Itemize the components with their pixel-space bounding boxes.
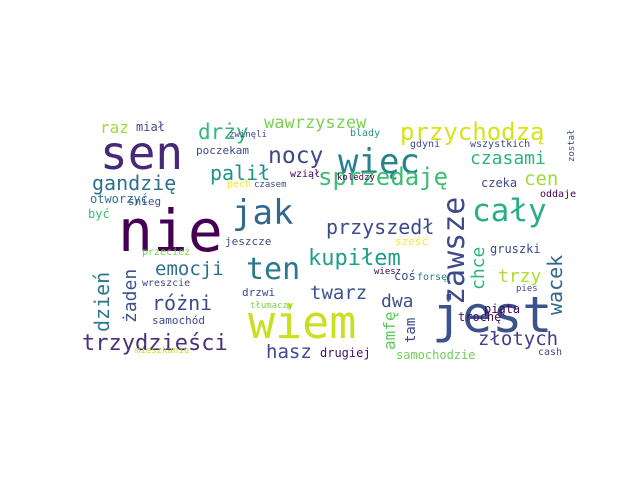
word-cloud-word: został [567,129,577,162]
word-cloud-word: trochę [458,310,502,324]
word-cloud-word: gruszki [490,242,541,256]
word-cloud-word: wacek [543,254,567,315]
word-cloud-word: pies [516,284,538,294]
word-cloud-word: trzydzieści [82,331,228,356]
word-cloud-word: twarz [310,282,368,304]
word-cloud-word: wziął [290,169,321,180]
word-cloud-word: pech [227,179,252,190]
word-cloud-word: chce [468,246,489,290]
word-cloud-word: przychodzą [400,118,545,146]
word-cloud-word: przyszedł [326,215,435,239]
word-cloud-word: wreszcie [142,278,191,289]
word-cloud-word: oddaje [540,189,577,200]
word-cloud-word: wszystkich [470,139,531,150]
word-cloud-word: być [88,207,110,221]
word-cloud-word: ten [246,252,301,287]
word-cloud-word: gdyni [410,139,441,150]
word-cloud-word: poczekam [196,144,249,157]
word-cloud-word: tłumaczy [250,301,294,311]
word-cloud-word: emocji [155,258,224,280]
word-cloud-word: piąta [484,302,521,316]
word-cloud-word: cash [538,347,563,358]
word-cloud-word: sen [100,126,184,180]
word-cloud-word: czasem [254,180,287,190]
word-cloud-word: drzwi [242,286,276,299]
word-cloud-word: drży [198,120,249,144]
word-cloud-word: forsę [417,272,448,283]
word-cloud-word: palił [210,161,271,185]
word-cloud-word: czasami [470,148,546,169]
word-cloud-word: złotych [478,328,559,350]
word-cloud-word: jest [432,286,553,344]
word-cloud-word: miał [136,120,165,134]
word-cloud-word: nocy [268,143,324,169]
word-cloud-word: tam [403,317,419,343]
word-cloud-word: amfę [380,311,399,350]
word-cloud-word: sześć [395,235,429,248]
word-cloud-word: czeka [481,176,518,190]
word-cloud-word: zawsze [437,196,472,305]
word-cloud-word: gandzię [92,171,177,195]
word-cloud-word: śnieg [128,195,162,208]
word-cloud-word: drugiej [320,346,371,360]
word-cloud-word: różni [152,291,213,315]
word-cloud-word: coś [394,269,416,283]
word-cloud-word: żaden [120,268,141,323]
word-cloud-word: przecież [142,247,191,258]
word-cloud-word: raz [100,118,129,137]
word-cloud-word: cały [472,193,547,229]
word-cloud-word: dwa [381,291,414,312]
word-cloud-word: koledzy [337,173,375,183]
word-cloud-word: zwinęli [229,130,267,140]
word-cloud-word: hasz [266,341,312,363]
word-cloud-word: kupiłem [308,246,401,271]
word-cloud-word: cen [524,168,559,190]
word-cloud-word: dzień [90,271,114,332]
word-cloud-word: jak [232,193,294,233]
word-cloud-word: blady [350,128,381,139]
word-cloud-word: trzy [498,266,542,287]
word-cloud-word: jeszcze [225,235,272,248]
word-cloud-word: wiem [248,296,357,349]
word-cloud-word: wawrzyszew [264,113,367,133]
word-cloud-word: nie [118,197,223,265]
word-cloud-word: wiesz [374,267,402,277]
word-cloud-word: mieszkaniu [135,346,190,356]
word-cloud-word: więc [338,142,420,182]
word-cloud-word: samochód [152,314,205,327]
word-cloud-word: sprzedaję [318,163,449,191]
word-cloud-word: otworzyć [90,192,148,206]
word-cloud-word: samochodzie [396,348,476,362]
